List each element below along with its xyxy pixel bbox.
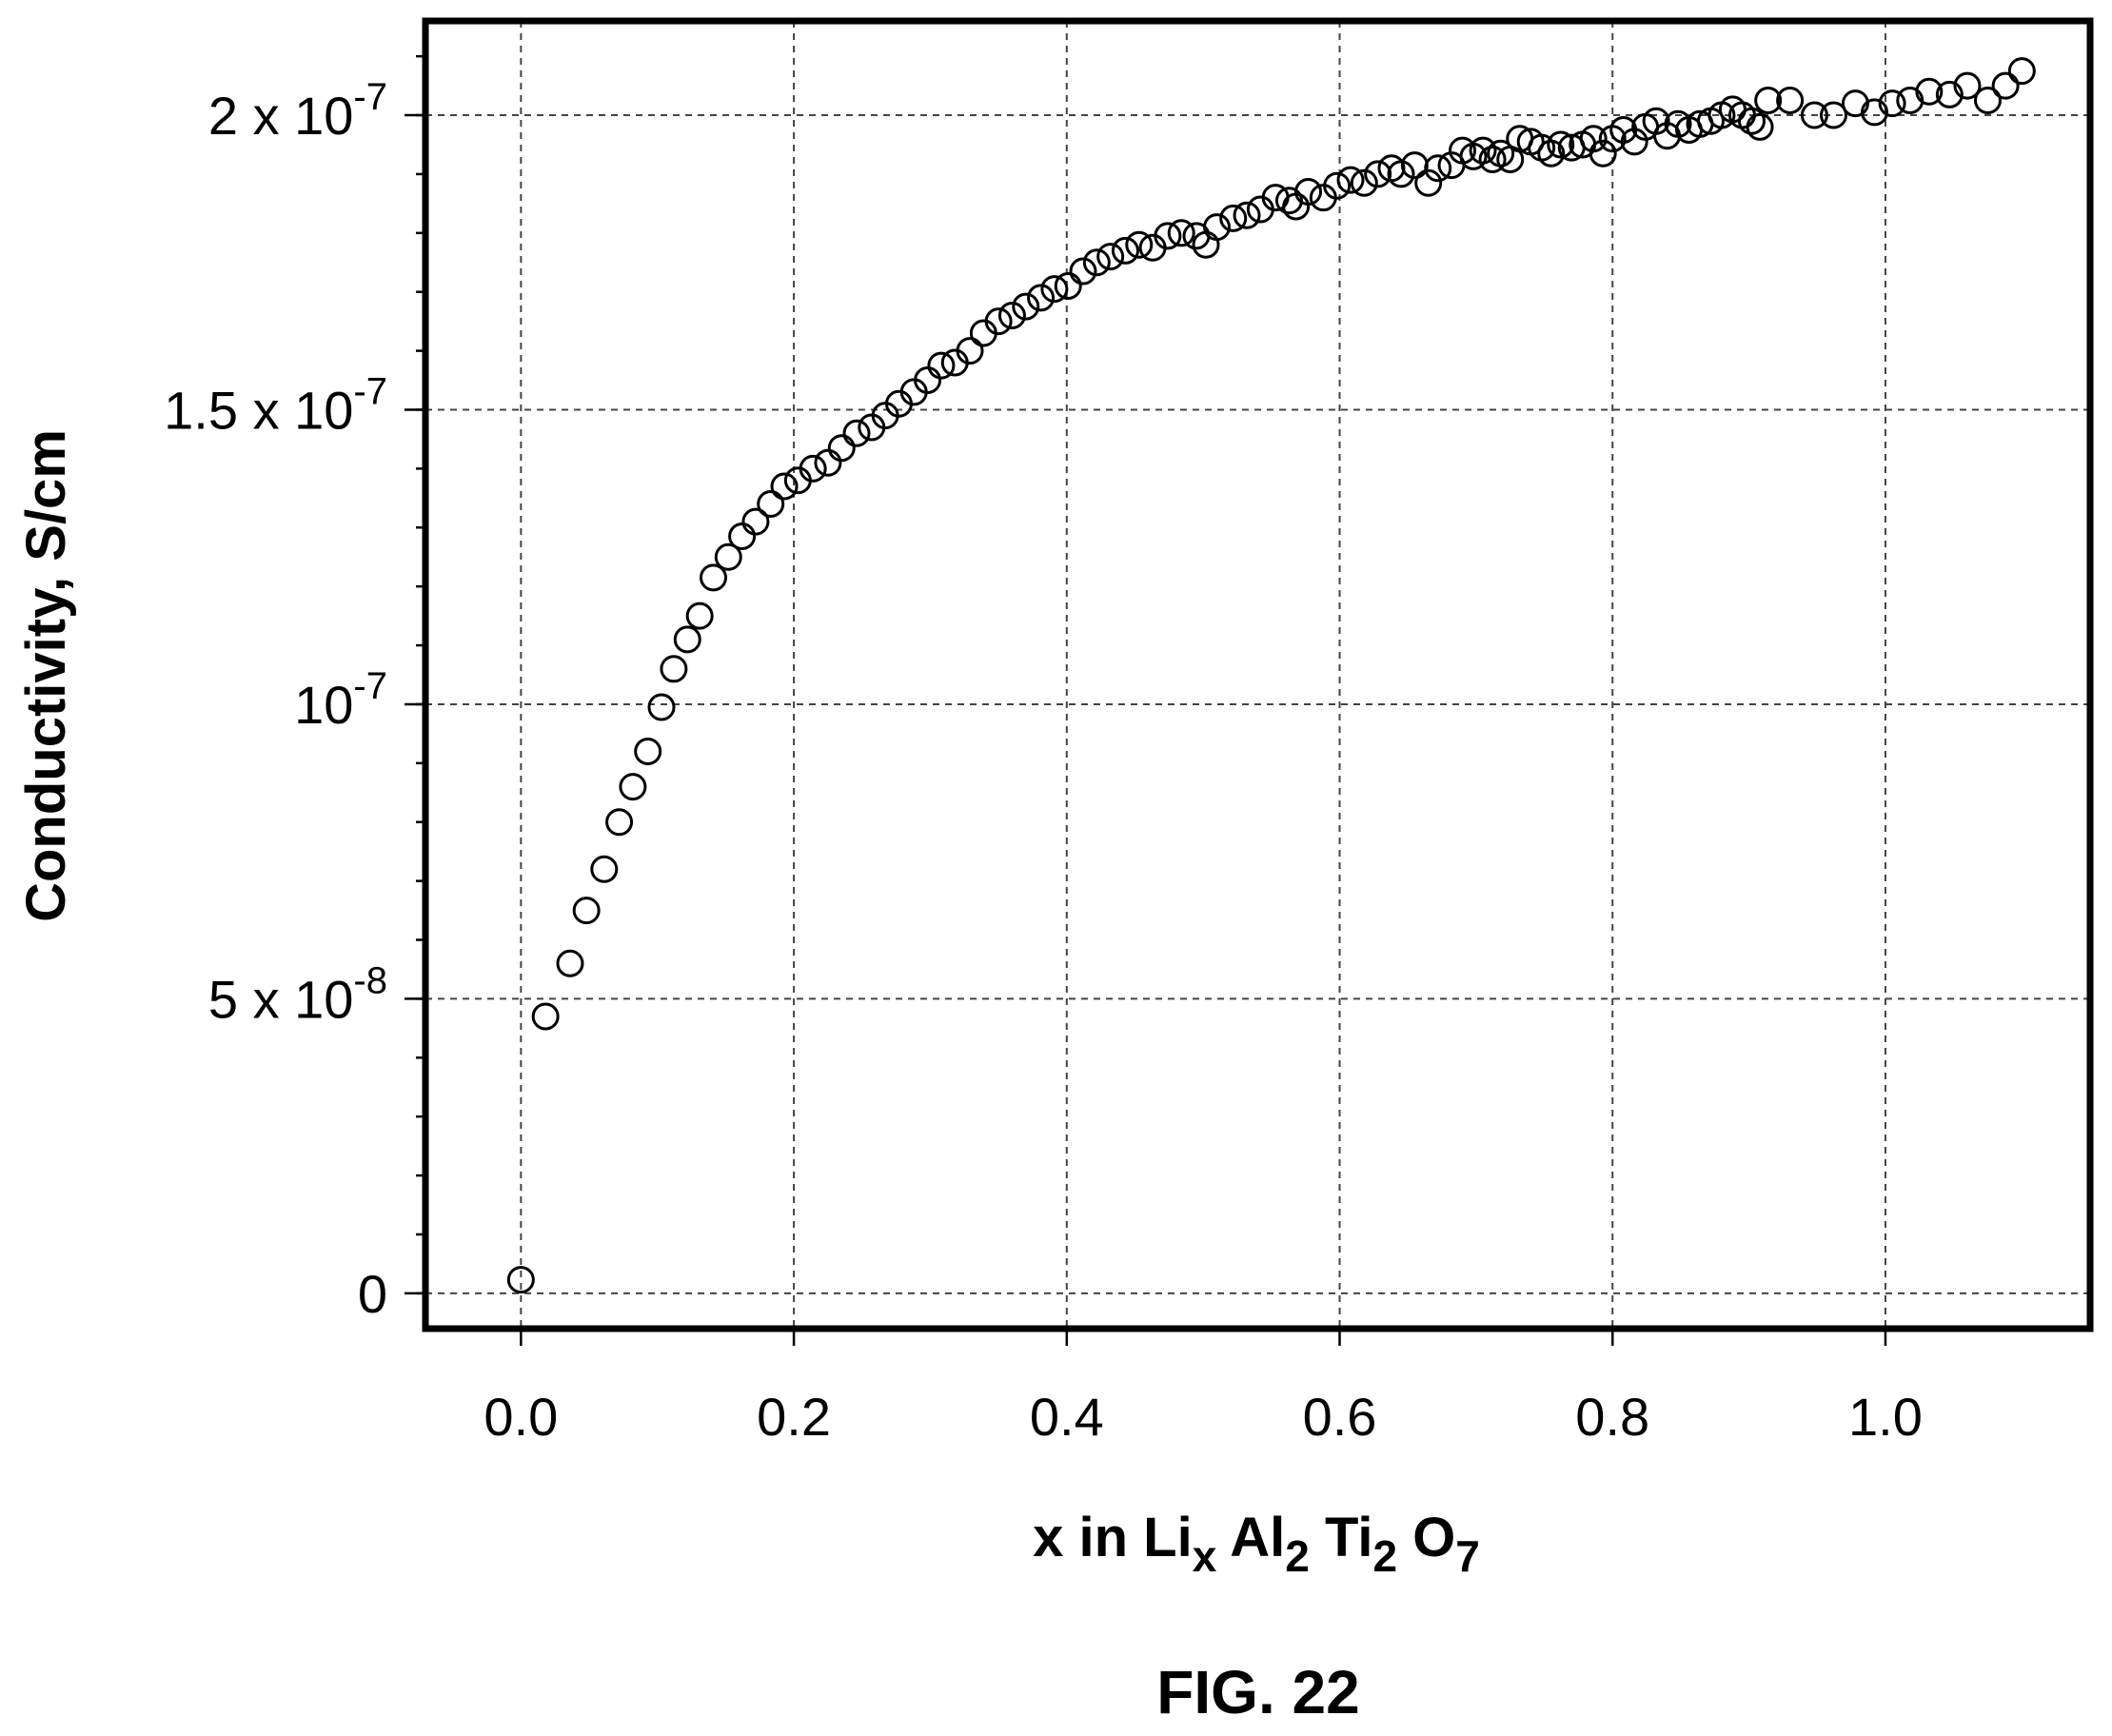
y-tick-label-1: 5 x 10-8 [208,959,387,1029]
data-point-109 [1991,71,2020,100]
data-point-62 [1387,160,1415,188]
data-point-108 [1973,87,2002,115]
data-point-95 [1737,107,1766,135]
x-tick-label-4: 0.8 [1575,1387,1649,1447]
data-point-36 [1040,275,1069,304]
data-points [506,57,2036,1294]
x-tick-label-3: 0.6 [1303,1387,1377,1447]
data-point-80 [1579,125,1608,153]
data-point-106 [1935,80,1964,108]
x-axis-title-li-subscript: x [1193,1531,1217,1581]
data-point-6 [619,773,647,801]
data-point-16 [757,490,785,519]
data-point-64 [1414,168,1443,197]
data-point-59 [1350,168,1378,197]
data-point-40 [1096,243,1125,271]
data-point-11 [685,602,714,630]
data-point-102 [1860,98,1888,127]
data-point-65 [1424,154,1452,183]
y-tick-label-0: 0 [358,1264,387,1324]
x-tick-label-2: 0.4 [1030,1387,1104,1447]
data-point-45 [1167,219,1195,247]
data-point-55 [1294,177,1323,206]
data-point-33 [997,301,1026,329]
data-point-14 [728,523,757,551]
data-point-12 [699,563,727,592]
data-point-8 [647,693,676,721]
y-tick-label-2: 10-7 [294,665,387,735]
data-point-27 [914,366,942,395]
data-point-32 [984,307,1013,336]
data-point-28 [927,351,956,380]
y-tick-label-3: 1.5 x 10-7 [164,370,387,440]
x-axis-title-ti-subscript: 2 [1372,1531,1397,1581]
data-point-77 [1547,130,1575,159]
data-point-22 [842,419,871,447]
data-point-5 [605,808,634,837]
tick-labels: 0.0 0.2 0.4 0.6 0.8 1.0 0 5 x 10-8 10-7 1.5 x 10-… [164,76,1923,1447]
plot-frame [422,17,2094,1332]
x-axis-title-o-subscript: 7 [1455,1531,1480,1581]
data-point-103 [1878,89,1906,118]
x-tick-label-5: 1.0 [1848,1387,1923,1447]
data-point-1 [531,1002,560,1031]
x-tick-label-1: 0.2 [757,1387,831,1447]
data-point-15 [741,507,770,536]
data-point-105 [1915,77,1944,106]
data-point-39 [1082,248,1111,277]
data-point-20 [814,448,842,477]
data-point-34 [1012,292,1040,321]
data-point-97 [1754,87,1783,115]
data-point-4 [590,855,619,883]
x-axis-title-ti: Ti [1310,1507,1373,1568]
data-point-57 [1323,171,1352,200]
data-point-50 [1233,201,1261,229]
data-point-30 [956,337,984,365]
x-axis-title-o: O [1397,1507,1455,1568]
data-point-110 [2007,57,2036,86]
data-point-107 [1953,71,1982,100]
data-point-98 [1776,87,1805,115]
data-point-100 [1819,101,1847,129]
data-point-3 [572,897,601,925]
x-axis-title-al: Al [1216,1507,1285,1568]
data-point-10 [673,625,701,654]
grid-lines [425,21,2090,1329]
data-point-76 [1537,139,1566,168]
data-point-37 [1054,272,1082,301]
data-point-58 [1336,166,1365,194]
data-point-2 [556,949,584,977]
data-point-35 [1027,284,1056,312]
figure-caption: FIG. 22 [1156,1658,1359,1726]
data-point-38 [1069,257,1097,286]
data-point-17 [770,472,799,501]
data-point-44 [1154,222,1182,250]
data-point-7 [634,737,662,765]
data-point-41 [1111,236,1139,265]
data-point-0 [506,1266,535,1294]
axis-ticks [405,54,1887,1346]
data-point-13 [714,542,742,571]
data-point-99 [1800,101,1828,129]
x-axis-title-prefix: x in Li [1033,1507,1193,1568]
data-point-69 [1469,136,1497,165]
data-point-42 [1125,230,1154,259]
data-point-81 [1589,139,1617,168]
data-point-70 [1478,145,1507,173]
x-tick-label-0: 0.0 [484,1387,558,1447]
y-axis-title: Conductivity, S/cm [15,429,77,922]
data-point-49 [1219,204,1248,232]
data-point-96 [1746,112,1774,141]
x-axis-title: x in Lix Al2 Ti2 O7 [1033,1507,1480,1581]
data-point-9 [660,655,688,683]
data-point-21 [827,434,856,463]
data-point-48 [1202,213,1231,242]
x-axis-title-al-subscript: 2 [1285,1531,1310,1581]
data-point-60 [1364,160,1392,188]
data-point-19 [799,454,827,483]
y-tick-label-4: 2 x 10-7 [208,76,387,146]
